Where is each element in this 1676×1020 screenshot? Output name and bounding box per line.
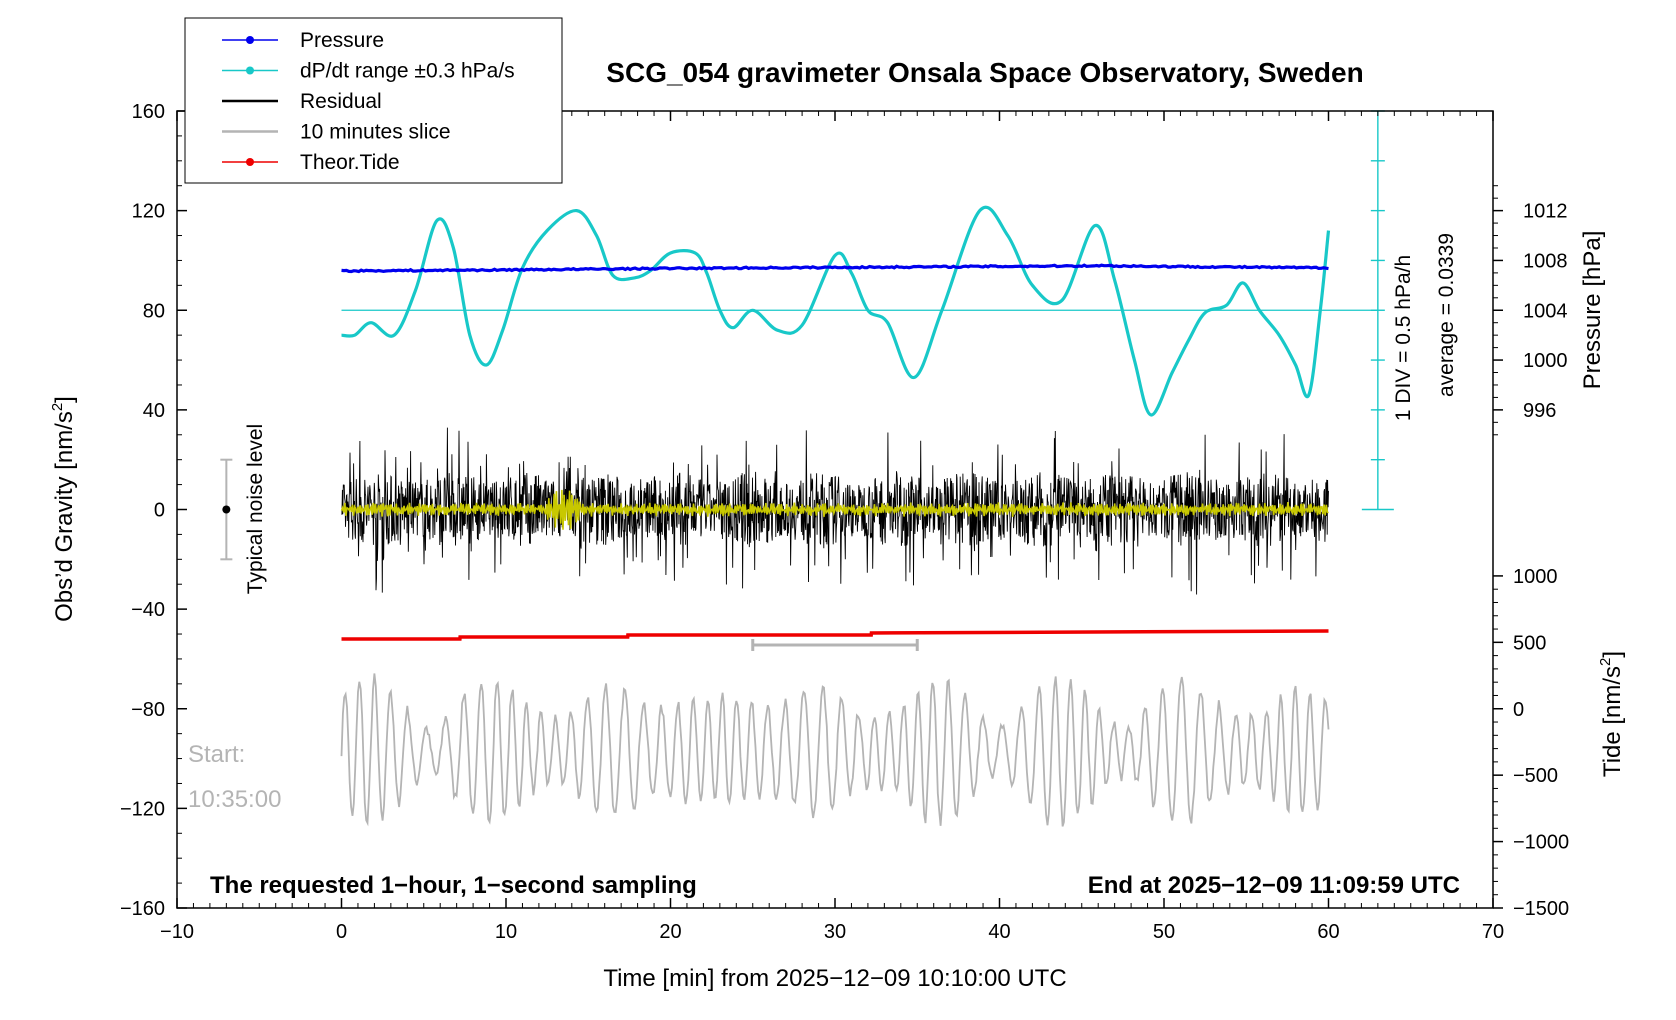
legend-marker [246,36,254,44]
y-axis-title-tide-sup: 2 [1597,658,1614,666]
legend: Pressure dP/dt range ±0.3 hPa/s Residual 10… [184,17,563,184]
x-tick-label: 0 [336,921,347,943]
y-axis-title-tide-close: ] [1599,651,1626,658]
smoothed-series-layer [340,489,1329,530]
residual-series-layer [341,427,1329,595]
end-time-note: End at 2025−12−09 11:09:59 UTC [1088,872,1460,899]
x-tick-label: 50 [1153,921,1175,943]
sampling-note: The requested 1−hour, 1−second sampling [210,872,697,899]
noise-level-label: Typical noise level [244,424,267,594]
tide-tick-label: 1000 [1513,566,1558,588]
dpdt-series-layer [341,205,1331,417]
pressure-tick-label: 1012 [1523,201,1568,223]
start-time-label: 10:35:00 [188,786,281,813]
legend-marker [246,158,254,166]
start-label: Start: [188,741,245,768]
pressure-series-layer [341,263,1329,274]
slice-series [340,673,1330,827]
tide-series [341,629,1329,641]
y-tick-label: 160 [132,101,165,123]
tide-tick-label: 0 [1513,699,1524,721]
slice-series-layer [340,673,1330,827]
y-axis-title-left-sup: 2 [49,403,66,411]
average-label: average = 0.0339 [1435,233,1458,397]
residual-series [341,427,1329,595]
y-axis-title-tide: Tide [nm/s2] [1597,651,1626,777]
y-tick-label: −120 [120,798,165,820]
y-tick-label: −40 [131,599,165,621]
legend-label: Residual [300,90,382,113]
noise-level-dot [222,505,231,514]
pressure-tick-label: 996 [1523,400,1556,422]
dpdt-series [341,205,1331,417]
x-tick-label: 40 [988,921,1010,943]
pressure-tick-label: 1000 [1523,350,1568,372]
y-axis-title-left: Obs’d Gravity [nm/s2] [49,396,78,622]
x-tick-label: 70 [1482,921,1504,943]
y-tick-label: 0 [154,500,165,522]
y-tick-label: −80 [131,699,165,721]
legend-label: Pressure [300,29,384,52]
y-tick-label: 40 [143,400,165,422]
annotation-marks-layer [220,110,1394,651]
legend-label: 10 minutes slice [300,121,451,144]
pressure-tick-label: 1008 [1523,250,1568,272]
y-axis-title-pressure: Pressure [hPa] [1579,231,1606,390]
chart-title: SCG_054 gravimeter Onsala Space Observat… [606,57,1363,88]
y-tick-label: 80 [143,300,165,322]
x-tick-label: −10 [160,921,194,943]
legend-label: dP/dt range ±0.3 hPa/s [300,60,515,83]
x-axis-title: Time [min] from 2025−12−09 10:10:00 UTC [603,965,1066,992]
pressure-tick-label: 1004 [1523,300,1568,322]
y-axis-title-left-close: ] [51,396,78,403]
x-tick-label: 10 [495,921,517,943]
y-tick-label: −160 [120,898,165,920]
tide-series-layer [341,629,1329,641]
division-label: 1 DIV = 0.5 hPa/h [1392,255,1415,421]
y-tick-label: 120 [132,201,165,223]
x-tick-label: 30 [824,921,846,943]
x-tick-label: 20 [659,921,681,943]
tide-tick-label: −500 [1513,765,1558,787]
legend-label: Theor.Tide [300,151,400,174]
x-tick-label: 60 [1317,921,1339,943]
tide-tick-label: −1000 [1513,832,1569,854]
tide-tick-label: −1500 [1513,898,1569,920]
axes-layer: −10 0 10 20 30 40 50 60 70 160 120 80 40 0 −40 −80 −120 −… [120,101,1569,943]
smoothed-residual-series [340,489,1329,530]
y-axis-title-left-text: Obs’d Gravity [nm/s [51,411,78,622]
legend-marker [246,66,254,75]
pressure-series [341,263,1329,274]
tide-tick-label: 500 [1513,632,1546,654]
y-axis-title-tide-text: Tide [nm/s [1599,666,1626,777]
